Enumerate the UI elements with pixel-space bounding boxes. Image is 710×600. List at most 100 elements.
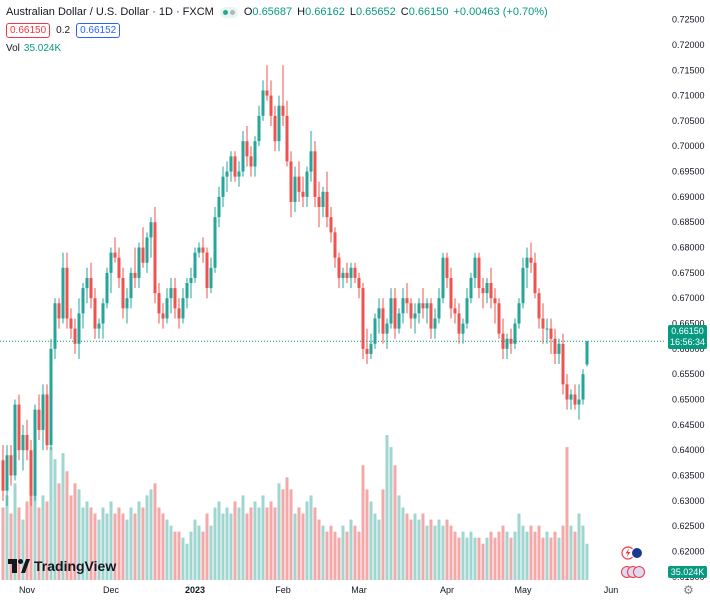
volume-axis-label: 35.024K xyxy=(668,566,707,578)
volume-bar xyxy=(117,507,121,580)
volume-bar xyxy=(317,519,321,580)
volume-bar xyxy=(377,519,381,580)
candle-body xyxy=(269,95,273,116)
volume-bar xyxy=(581,525,585,580)
volume-bar xyxy=(373,513,377,580)
volume-bar xyxy=(433,525,437,580)
price-tick-label: 0.67500 xyxy=(672,268,705,278)
volume-bar xyxy=(513,531,517,580)
volume-bar xyxy=(401,507,405,580)
volume-bar xyxy=(573,531,577,580)
candle-body xyxy=(77,313,81,344)
volume-bar xyxy=(445,519,449,580)
candle-body xyxy=(113,252,117,258)
price-tick-label: 0.65500 xyxy=(672,369,705,379)
candle-body xyxy=(225,171,229,177)
candle-body xyxy=(141,247,145,263)
candle-body xyxy=(145,237,149,263)
event-icons[interactable] xyxy=(620,545,650,581)
candle-body xyxy=(29,450,33,496)
volume-bar xyxy=(345,531,349,580)
price-tick-label: 0.69500 xyxy=(672,167,705,177)
volume-bar xyxy=(133,513,137,580)
volume-bar xyxy=(533,531,537,580)
candle-body xyxy=(529,257,533,263)
volume-bar xyxy=(409,519,413,580)
candle-body xyxy=(241,141,245,172)
candle-body xyxy=(273,115,277,142)
candle-body xyxy=(549,328,553,339)
price-tick-label: 0.65000 xyxy=(672,395,705,405)
symbol-header: Australian Dollar / U.S. Dollar · 1D · F… xyxy=(6,3,548,21)
volume-bar xyxy=(437,519,441,580)
volume-bar xyxy=(149,489,153,580)
candle-body xyxy=(293,176,297,202)
volume-bar xyxy=(41,495,45,580)
price-tick-label: 0.63000 xyxy=(672,496,705,506)
symbol-title[interactable]: Australian Dollar / U.S. Dollar · 1D · F… xyxy=(6,6,214,18)
volume-bars xyxy=(1,435,589,580)
volume-bar xyxy=(233,501,237,580)
candle-body xyxy=(405,298,409,304)
volume-bar xyxy=(309,495,313,580)
candle-body xyxy=(505,338,509,349)
volume-bar xyxy=(277,483,281,580)
volume-bar xyxy=(45,501,49,580)
volume-bar xyxy=(237,507,241,580)
volume-bar xyxy=(253,501,257,580)
volume-bar xyxy=(257,507,261,580)
volume-bar xyxy=(201,531,205,580)
candle-body xyxy=(221,176,225,197)
candle-body xyxy=(357,277,361,289)
price-tick-label: 0.67000 xyxy=(672,293,705,303)
volume-bar xyxy=(465,537,469,580)
candle-body xyxy=(289,161,293,202)
candle-body xyxy=(61,267,65,319)
volume-bar xyxy=(225,507,229,580)
market-status-icon xyxy=(219,6,238,18)
candle-body xyxy=(345,272,349,278)
volume-bar xyxy=(53,459,57,580)
settings-gear-icon[interactable]: ⚙ xyxy=(683,583,694,597)
candle-body xyxy=(105,272,109,304)
volume-bar xyxy=(485,537,489,580)
tradingview-logo[interactable]: TradingView xyxy=(8,558,116,574)
volume-bar xyxy=(305,501,309,580)
volume-bar xyxy=(169,525,173,580)
volume-bar xyxy=(325,531,329,580)
volume-bar xyxy=(337,537,341,580)
volume-bar xyxy=(25,501,29,580)
volume-bar xyxy=(273,507,277,580)
volume-bar xyxy=(525,531,529,580)
volume-bar xyxy=(213,507,217,580)
candle-body xyxy=(73,328,77,344)
volume-bar xyxy=(177,531,181,580)
candle-body xyxy=(401,298,405,314)
candle-body xyxy=(553,338,557,354)
sell-price-button[interactable]: 0.66150 xyxy=(6,23,51,38)
candle-body xyxy=(161,313,165,319)
volume-value: 35.024K xyxy=(23,43,62,54)
candle-body xyxy=(285,115,289,162)
volume-bar xyxy=(37,507,41,580)
candle-body xyxy=(385,323,389,334)
candle-body xyxy=(341,272,345,278)
candle-body xyxy=(525,257,529,268)
volume-bar xyxy=(293,513,297,580)
candle-body xyxy=(389,298,393,324)
candle-body xyxy=(377,308,381,319)
price-tick-label: 0.68500 xyxy=(672,217,705,227)
buy-price-button[interactable]: 0.66152 xyxy=(76,23,121,38)
volume-bar xyxy=(205,513,209,580)
time-axis: Nov Dec 2023 Feb Mar Apr May Jun xyxy=(19,585,618,595)
candle-body xyxy=(425,303,429,309)
candle-body xyxy=(573,394,577,405)
candle-body xyxy=(37,409,41,430)
volume-bar xyxy=(321,525,325,580)
candle-body xyxy=(89,277,93,299)
volume-bar xyxy=(585,543,589,580)
price-axis: 0.72500 0.72000 0.71500 0.71000 0.70500 0.700… xyxy=(672,15,705,582)
volume-bar xyxy=(157,507,161,580)
candle-body xyxy=(309,151,313,172)
